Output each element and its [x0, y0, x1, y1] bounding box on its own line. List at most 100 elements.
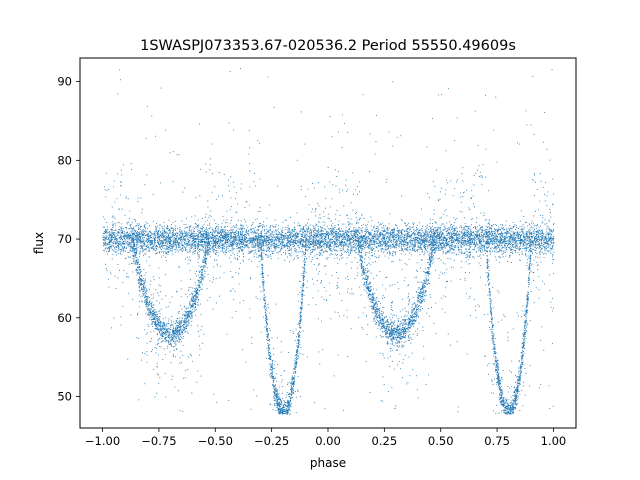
data-point: [218, 244, 220, 246]
data-point: [171, 227, 173, 229]
data-point: [253, 237, 255, 239]
data-point: [522, 248, 524, 249]
data-point: [284, 246, 286, 248]
data-point: [544, 241, 545, 243]
data-point: [266, 244, 267, 245]
data-point: [133, 239, 135, 241]
data-point: [338, 235, 340, 237]
data-point: [122, 232, 124, 234]
data-point: [148, 238, 150, 240]
data-point: [458, 246, 459, 248]
data-point: [197, 248, 198, 250]
data-point: [498, 226, 500, 228]
data-point: [461, 251, 463, 253]
data-point: [509, 242, 511, 243]
data-point: [161, 244, 163, 246]
data-point: [189, 226, 191, 228]
data-point: [330, 224, 332, 226]
data-point: [164, 234, 166, 236]
data-point: [131, 230, 133, 232]
data-point: [280, 244, 282, 245]
data-point: [466, 248, 468, 250]
data-point: [253, 238, 255, 240]
data-point: [247, 227, 249, 228]
data-point: [326, 225, 328, 227]
data-point: [259, 241, 261, 243]
data-point: [494, 228, 496, 230]
data-point: [108, 240, 110, 242]
data-point: [453, 237, 455, 239]
data-point: [501, 239, 502, 241]
data-point: [510, 248, 512, 250]
data-point: [180, 237, 181, 239]
data-point: [236, 242, 237, 244]
data-point: [553, 251, 555, 253]
data-point: [355, 232, 357, 233]
data-point: [412, 247, 414, 249]
data-point: [270, 240, 272, 242]
data-point: [346, 235, 348, 237]
data-point: [299, 230, 301, 232]
data-point: [383, 242, 385, 244]
data-point: [428, 245, 430, 247]
data-point: [175, 237, 177, 239]
data-point: [479, 235, 480, 237]
data-point: [350, 242, 352, 244]
data-point: [356, 248, 357, 250]
data-point: [543, 239, 544, 241]
data-point: [546, 237, 548, 239]
data-point: [236, 230, 237, 232]
data-point: [355, 223, 357, 224]
data-point: [115, 224, 117, 226]
data-point: [309, 246, 311, 248]
data-point: [121, 246, 123, 247]
data-point: [182, 251, 183, 252]
data-point: [353, 228, 354, 230]
data-point: [491, 230, 493, 232]
data-point: [128, 252, 130, 254]
data-point: [342, 230, 344, 232]
data-point: [535, 237, 537, 239]
data-point: [435, 222, 437, 224]
data-point: [227, 234, 229, 236]
data-point: [207, 248, 209, 250]
data-point: [335, 233, 337, 235]
data-point: [213, 243, 214, 245]
data-point: [520, 238, 522, 240]
data-point: [482, 234, 484, 236]
data-point: [184, 227, 186, 229]
data-point: [383, 243, 385, 244]
data-point: [194, 250, 196, 251]
data-point: [414, 247, 415, 249]
data-point: [327, 246, 329, 247]
data-point: [296, 240, 298, 242]
data-point: [365, 238, 367, 240]
data-point: [355, 230, 357, 232]
data-point: [201, 230, 203, 232]
data-point: [213, 219, 215, 221]
data-point: [240, 232, 242, 233]
data-point: [524, 240, 525, 242]
data-point: [450, 239, 452, 241]
data-point: [360, 240, 362, 242]
data-point: [270, 255, 272, 257]
data-point: [446, 245, 447, 246]
data-point: [181, 237, 182, 239]
data-point: [528, 230, 530, 232]
data-point: [157, 234, 159, 235]
data-point: [125, 240, 127, 242]
data-point: [190, 247, 192, 249]
data-point: [310, 244, 312, 246]
data-point: [112, 229, 113, 231]
data-point: [132, 246, 134, 248]
data-point: [536, 241, 538, 243]
data-point: [301, 234, 303, 236]
data-point: [134, 238, 136, 240]
data-point: [470, 238, 472, 240]
data-point: [461, 242, 463, 244]
data-point: [499, 239, 501, 241]
data-point: [274, 245, 276, 247]
data-point: [351, 244, 353, 246]
data-point: [526, 243, 528, 245]
data-point: [528, 255, 530, 257]
